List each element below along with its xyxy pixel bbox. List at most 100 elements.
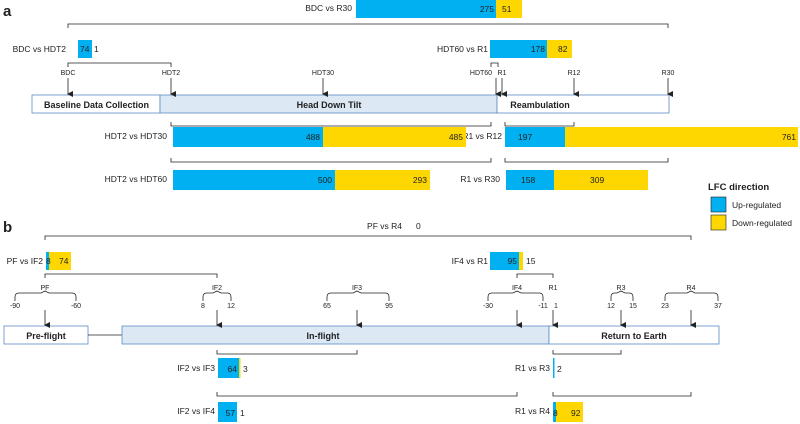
phase-baseline-label: Baseline Data Collection [44, 100, 149, 110]
bar-r1-r3: 2 [553, 358, 562, 378]
phase-return [548, 325, 720, 345]
timepoint-arrows-b [44, 310, 696, 328]
phase-inflight-label: In-flight [307, 331, 340, 341]
cmp-hdt60-r1-label: HDT60 vs R1 [437, 44, 488, 54]
bar-r1-r3-up [553, 358, 555, 378]
day-if4-start: -30 [483, 303, 493, 310]
bar-hdt60-r1-up [490, 40, 547, 58]
bar-r1-r12-down-value: 761 [782, 132, 796, 142]
bar-bdc-hdt2-up [78, 40, 92, 58]
bar-hdt2-hdt60-down [335, 170, 430, 190]
bar-if2-if3-down [239, 358, 241, 378]
cmp-r1-r12-label: R1 vs R12 [462, 131, 502, 141]
cmp-hdt2-hdt60-label: HDT2 vs HDT60 [105, 174, 168, 184]
bar-hdt2-hdt60-up [173, 170, 335, 190]
tp-hdt2: HDT2 [162, 70, 180, 77]
day-pf-start: -90 [10, 303, 20, 310]
bar-r1-r4-up-value: 8 [553, 408, 558, 418]
day-r4-start: 23 [661, 303, 669, 310]
bar-r1-r4-up [553, 402, 556, 422]
legend-up-label: Up-regulated [732, 200, 781, 210]
tp-r1b: R1 [549, 285, 558, 292]
bar-r1-r4-down [556, 402, 583, 422]
bar-if2-if3-up [218, 358, 239, 378]
legend: LFC direction Up-regulated Down-regulate… [708, 182, 792, 231]
bar-if2-if3-down-value: 3 [243, 364, 248, 374]
phase-reamb-label: Reambulation [510, 100, 570, 110]
bars-b: 0 8 74 95 15 64 3 2 [46, 221, 583, 422]
day-r3-end: 15 [629, 303, 637, 310]
bar-hdt2-hdt30-down [323, 127, 466, 147]
bar-bdc-r30-up [356, 0, 496, 18]
day-r4-end: 37 [714, 303, 722, 310]
tp-hdt30: HDT30 [312, 70, 334, 77]
bar-r1-r4-down-value: 92 [571, 408, 581, 418]
bar-pf-if2-down-value: 74 [59, 256, 69, 266]
tp-if2: IF2 [212, 285, 222, 292]
tp-pf: PF [41, 285, 50, 292]
bar-if2-if4-up [218, 402, 237, 422]
cmp-bdc-r30-label: BDC vs R30 [305, 3, 352, 13]
bar-bdc-r30: 275 51 [356, 0, 522, 18]
panel-b-letter: b [3, 219, 12, 236]
tp-r3: R3 [617, 285, 626, 292]
range-brackets [14, 290, 719, 301]
day-if3-start: 65 [323, 303, 331, 310]
tp-if3: IF3 [352, 285, 362, 292]
bar-pf-if2-up [46, 252, 49, 270]
bar-pf-r4: 0 [416, 221, 421, 231]
legend-title: LFC direction [708, 182, 769, 193]
brackets-b [44, 235, 692, 397]
bar-hdt2-hdt30: 488 485 [173, 127, 466, 147]
bar-if4-r1-up [490, 252, 519, 270]
bar-bdc-r30-up-value: 275 [480, 4, 494, 14]
tp-r4: R4 [687, 285, 696, 292]
bar-pf-if2: 8 74 [46, 252, 71, 270]
bar-bdc-hdt2: 74 1 [78, 40, 99, 58]
bar-r1-r12-down [565, 127, 798, 147]
panel-a-letter: a [3, 3, 12, 20]
panel-a: a Baseline Data Collection Head Down Til… [3, 0, 798, 190]
legend-down-swatch [710, 214, 727, 231]
bar-if2-if4: 57 1 [218, 402, 245, 422]
phase-hdt-label: Head Down Tilt [297, 100, 362, 110]
legend-down-label: Down-regulated [732, 218, 792, 228]
bar-hdt60-r1-down-value: 82 [558, 44, 568, 54]
bar-if2-if3: 64 3 [218, 358, 248, 378]
day-r1: 1 [554, 303, 558, 310]
bar-hdt60-r1-down [547, 40, 572, 58]
bar-r1-r30-down-value: 309 [590, 175, 604, 185]
bar-r1-r30-down [554, 170, 648, 190]
cmp-if2-if3-label: IF2 vs IF3 [177, 363, 215, 373]
bar-if4-r1-up-value: 95 [508, 256, 518, 266]
phase-preflight-label: Pre-flight [26, 331, 66, 341]
cmp-if2-if4-label: IF2 vs IF4 [177, 406, 215, 416]
tp-r30: R30 [662, 70, 675, 77]
panel-b: b Pre-flight In-flight Return to Earth P… [3, 219, 722, 422]
bar-r1-r30-up [506, 170, 554, 190]
day-if2-end: 12 [227, 303, 235, 310]
bar-r1-r30: 158 309 [506, 170, 648, 190]
bar-pf-if2-down [49, 252, 71, 270]
tp-hdt60: HDT60 [470, 70, 492, 77]
brackets-a [67, 23, 669, 163]
bar-r1-r12-up [505, 127, 565, 147]
tp-r1: R1 [498, 70, 507, 77]
day-pf-end: -60 [71, 303, 81, 310]
bar-r1-r3-up-value: 2 [557, 364, 562, 374]
legend-up-swatch [710, 196, 727, 213]
bar-r1-r4: 8 92 [553, 402, 583, 422]
bar-r1-r30-up-value: 158 [521, 175, 535, 185]
bar-hdt2-hdt60-down-value: 293 [413, 175, 427, 185]
cmp-pf-r4-label: PF vs R4 [367, 221, 402, 231]
bar-pf-r4-up-value: 0 [416, 221, 421, 231]
bar-bdc-r30-down-value: 51 [502, 4, 512, 14]
day-labels: -90 -60 8 12 65 95 -30 -11 1 12 15 23 37 [10, 303, 722, 310]
cmp-if4-r1-label: IF4 vs R1 [452, 256, 489, 266]
bar-hdt2-hdt30-down-value: 485 [449, 132, 463, 142]
bar-if4-r1-down [519, 252, 523, 270]
phase-return-label: Return to Earth [601, 331, 667, 341]
day-r3-start: 12 [607, 303, 615, 310]
tp-r12: R12 [568, 70, 581, 77]
